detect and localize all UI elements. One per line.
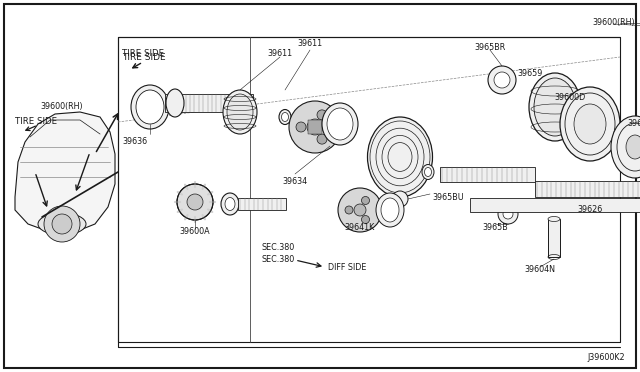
Circle shape: [503, 209, 513, 219]
Text: 39611: 39611: [298, 39, 323, 48]
Circle shape: [177, 184, 213, 220]
Text: 39634: 39634: [282, 177, 308, 186]
Ellipse shape: [223, 90, 257, 134]
Text: 39659: 39659: [517, 70, 543, 78]
Ellipse shape: [626, 135, 640, 159]
Ellipse shape: [136, 90, 164, 124]
Text: 39600(RH): 39600(RH): [592, 17, 635, 26]
Circle shape: [317, 134, 327, 144]
Ellipse shape: [422, 164, 434, 180]
Text: 39604N: 39604N: [525, 266, 556, 275]
Circle shape: [338, 188, 382, 232]
Ellipse shape: [279, 109, 291, 125]
Ellipse shape: [131, 85, 169, 129]
Text: TIRE SIDE: TIRE SIDE: [15, 118, 57, 126]
Ellipse shape: [548, 217, 560, 221]
Bar: [440, 167, 535, 182]
Ellipse shape: [529, 73, 581, 141]
Text: 39600(RH): 39600(RH): [41, 103, 83, 112]
Text: 3965BR: 3965BR: [474, 42, 506, 51]
Ellipse shape: [227, 94, 253, 130]
Circle shape: [44, 206, 80, 242]
Text: TIRE SIDE: TIRE SIDE: [122, 52, 166, 61]
Bar: [238, 198, 286, 210]
Text: TIRE SIDE: TIRE SIDE: [122, 49, 164, 58]
Bar: [165, 94, 253, 112]
Circle shape: [494, 72, 510, 88]
Ellipse shape: [225, 198, 235, 211]
Text: 39600D: 39600D: [554, 93, 586, 102]
Ellipse shape: [322, 103, 358, 145]
Circle shape: [296, 122, 306, 132]
Text: SEC.380: SEC.380: [261, 256, 294, 264]
Bar: [308, 120, 322, 134]
Ellipse shape: [282, 112, 289, 122]
Ellipse shape: [376, 193, 404, 227]
Text: 3965B: 3965B: [482, 222, 508, 231]
Circle shape: [354, 204, 366, 216]
Text: 3965BU: 3965BU: [432, 192, 464, 202]
Ellipse shape: [611, 116, 640, 178]
Ellipse shape: [381, 198, 399, 222]
Circle shape: [392, 191, 408, 207]
Bar: [548, 219, 560, 257]
Circle shape: [498, 204, 518, 224]
Ellipse shape: [424, 167, 431, 176]
Polygon shape: [15, 112, 115, 232]
Circle shape: [362, 215, 369, 224]
Text: 39626: 39626: [577, 205, 603, 215]
Text: SEC.380: SEC.380: [261, 243, 294, 251]
Text: 39641K: 39641K: [345, 222, 375, 231]
Circle shape: [488, 66, 516, 94]
Ellipse shape: [38, 213, 86, 235]
Text: 39611: 39611: [268, 49, 292, 58]
Text: DIFF SIDE: DIFF SIDE: [328, 263, 366, 272]
Circle shape: [289, 101, 341, 153]
Circle shape: [187, 194, 203, 210]
Text: 39654: 39654: [627, 119, 640, 128]
Circle shape: [317, 110, 327, 120]
Ellipse shape: [560, 87, 620, 161]
Ellipse shape: [367, 117, 433, 197]
Ellipse shape: [327, 108, 353, 140]
Ellipse shape: [534, 78, 576, 136]
Ellipse shape: [221, 193, 239, 215]
Ellipse shape: [574, 104, 606, 144]
Circle shape: [345, 206, 353, 214]
Bar: [535, 181, 640, 197]
Circle shape: [362, 196, 369, 205]
Ellipse shape: [166, 89, 184, 117]
Text: 39600A: 39600A: [180, 228, 211, 237]
Bar: [470, 198, 640, 212]
Circle shape: [307, 119, 323, 135]
Text: 39636: 39636: [122, 138, 147, 147]
Text: J39600K2: J39600K2: [588, 353, 625, 362]
Circle shape: [52, 214, 72, 234]
